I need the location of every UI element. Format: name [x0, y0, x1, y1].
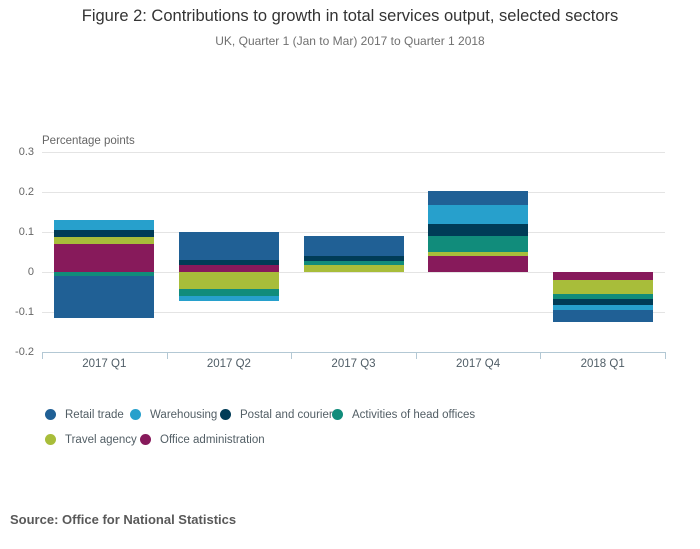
bar-segment-travel-agency: [428, 251, 529, 256]
x-axis-line: [42, 352, 665, 353]
bar-segment-retail-trade: [178, 232, 279, 260]
y-axis-tick-label: -0.2: [15, 346, 34, 358]
bar-segment-postal-and-courier: [303, 256, 404, 261]
legend-color-dot: [220, 409, 231, 420]
x-axis-tick: [540, 352, 542, 359]
bar-segment-office-administration: [428, 255, 529, 272]
legend-label: Travel agency: [65, 433, 137, 446]
legend-color-dot: [332, 409, 343, 420]
bar-segment-office-administration: [178, 264, 279, 272]
legend-item-activities-of-head-offices: Activities of head offices: [332, 408, 475, 421]
legend-item-travel-agency: Travel agency: [45, 433, 137, 446]
legend-color-dot: [45, 409, 56, 420]
bar-segment-activities-of-head-offices: [178, 288, 279, 297]
bar-segment-postal-and-courier: [552, 298, 653, 305]
y-axis-tick-label: 0.2: [18, 186, 34, 198]
x-axis-category-label: 2017 Q1: [82, 358, 127, 370]
x-axis-tick: [42, 352, 43, 359]
x-axis-category-label: 2017 Q4: [456, 358, 501, 370]
legend-item-postal-and-courier: Postal and courier: [220, 408, 333, 421]
bar-segment-warehousing: [178, 296, 279, 301]
gridline: [42, 272, 665, 273]
bar-segment-travel-agency: [552, 279, 653, 295]
y-axis-tick-label: 0: [27, 266, 34, 278]
bar-segment-activities-of-head-offices: [54, 272, 155, 276]
bar-segment-office-administration: [552, 272, 653, 280]
x-axis-tick: [291, 352, 293, 359]
gridline: [42, 312, 665, 313]
bar-segment-travel-agency: [54, 237, 155, 244]
legend-label: Office administration: [160, 433, 265, 446]
gridline: [42, 152, 665, 153]
bar-segment-office-administration: [54, 244, 155, 272]
bar-segment-postal-and-courier: [178, 259, 279, 265]
x-axis-tick: [166, 352, 168, 359]
legend-label: Activities of head offices: [352, 408, 476, 421]
x-axis-category-label: 2018 Q1: [580, 358, 625, 370]
legend-color-dot: [45, 434, 56, 445]
x-axis-category-label: 2017 Q2: [206, 358, 251, 370]
bar-segment-retail-trade: [303, 236, 404, 257]
y-axis-tick-label: 0.3: [18, 146, 34, 158]
bar-segment-travel-agency: [178, 272, 279, 289]
x-axis-category-label: 2017 Q3: [331, 358, 376, 370]
bar-segment-warehousing: [54, 220, 155, 230]
y-axis-unit-label: Percentage points: [42, 135, 135, 147]
gridline: [42, 232, 665, 233]
legend-item-retail-trade: Retail trade: [45, 408, 124, 421]
bar-segment-retail-trade: [54, 276, 155, 318]
legend-color-dot: [140, 434, 151, 445]
legend-label: Retail trade: [65, 408, 124, 421]
bar-segment-warehousing: [428, 204, 529, 224]
bar-segment-retail-trade: [552, 309, 653, 322]
x-axis-tick: [415, 352, 417, 359]
legend-label: Postal and courier: [240, 408, 333, 421]
legend-color-dot: [130, 409, 141, 420]
bar-segment-postal-and-courier: [428, 223, 529, 236]
y-axis-tick-label: -0.1: [15, 306, 34, 318]
figure-subtitle: UK, Quarter 1 (Jan to Mar) 2017 to Quart…: [215, 34, 485, 48]
legend-label: Warehousing: [150, 408, 218, 421]
figure-title: Figure 2: Contributions to growth in tot…: [81, 7, 619, 25]
bar-segment-postal-and-courier: [54, 229, 155, 238]
source-note: Source: Office for National Statistics: [10, 512, 237, 527]
bar-segment-warehousing: [552, 304, 653, 310]
legend-item-warehousing: Warehousing: [130, 408, 217, 421]
bar-segment-activities-of-head-offices: [428, 236, 529, 252]
y-axis-tick-label: 0.1: [18, 226, 34, 238]
bar-segment-activities-of-head-offices: [552, 294, 653, 299]
x-axis-tick: [665, 352, 666, 359]
bar-segment-travel-agency: [303, 264, 404, 272]
bar-segment-activities-of-head-offices: [303, 260, 404, 265]
legend-item-office-administration: Office administration: [140, 433, 265, 446]
gridline: [42, 192, 665, 193]
bar-segment-retail-trade: [428, 191, 529, 205]
